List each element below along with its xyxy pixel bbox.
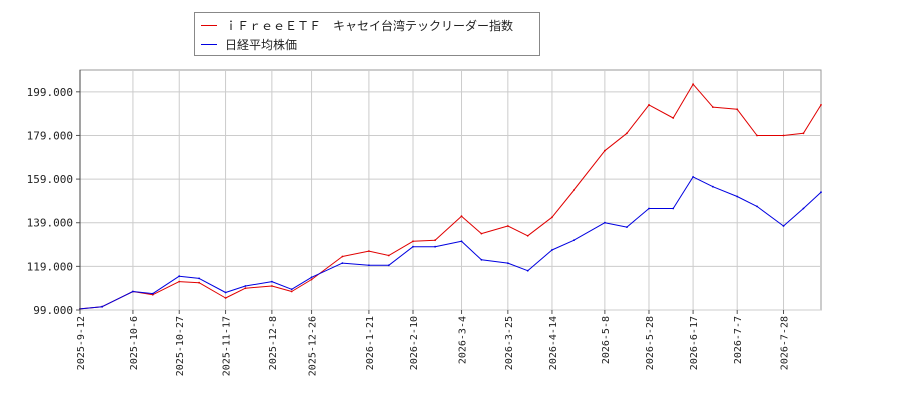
x-tick-label: 2025-11-17	[222, 316, 233, 376]
legend-entry-ifree-etf: ｉＦｒｅｅＥＴＦ キャセイ台湾テックリーダー指数	[201, 16, 513, 34]
series-1-point	[626, 226, 628, 229]
series-1-point	[712, 185, 714, 188]
series-1-point	[782, 225, 785, 227]
legend-swatch-red	[201, 24, 217, 26]
series-1-point	[526, 269, 529, 272]
series-1-point	[480, 258, 483, 261]
series-0-point	[368, 250, 370, 253]
x-tick-label: 2026-1-21	[365, 316, 376, 370]
y-tick-label: 199.000	[27, 86, 73, 99]
series-0-point	[526, 234, 529, 237]
series-0-point	[551, 216, 553, 219]
series-1-point	[151, 292, 154, 295]
series-1-point	[802, 207, 805, 210]
x-tick-label: 2026-6-17	[689, 316, 700, 370]
series-0-point	[290, 290, 293, 293]
series-0-point	[648, 104, 650, 106]
series-1-point	[820, 191, 822, 194]
series-0-point	[387, 254, 390, 257]
series-0-point	[604, 149, 606, 152]
plot-frame	[79, 69, 822, 311]
series-0-point	[480, 232, 483, 235]
series-0-point	[506, 225, 509, 227]
series-1-point	[101, 305, 103, 308]
x-tick-label: 2025-12-8	[268, 316, 279, 370]
legend: ｉＦｒｅｅＥＴＦ キャセイ台湾テックリーダー指数 日経平均株価	[194, 12, 540, 56]
x-tick-label: 2026-5-28	[645, 316, 656, 370]
series-0-point	[198, 281, 201, 284]
series-1-point	[736, 195, 739, 198]
series-1-point	[178, 275, 181, 278]
legend-label-nikkei: 日経平均株価	[225, 37, 298, 52]
series-0-point	[244, 287, 247, 290]
series-0-point	[782, 134, 785, 137]
y-tick-label: 119.000	[27, 260, 73, 273]
series-1-point	[551, 249, 553, 251]
x-tick-label: 2026-3-25	[504, 316, 515, 370]
y-tick-label: 159.000	[27, 173, 73, 186]
x-tick-label: 2025-9-12	[76, 316, 87, 370]
series-0-point	[626, 132, 628, 135]
series-1-point	[672, 207, 675, 210]
series-0-point	[802, 132, 805, 135]
series-0-point	[736, 108, 739, 111]
series-line-1	[79, 176, 822, 310]
series-1-point	[604, 221, 606, 224]
series-0-point	[712, 106, 714, 108]
series-1-point	[460, 240, 463, 243]
y-tick-label: 139.000	[27, 217, 73, 230]
series-1-point	[271, 280, 273, 283]
series-1-point	[692, 176, 694, 178]
axes: 99.000 119.000 139.000 159.000 179.000 199.00…	[27, 70, 791, 376]
series-1-point	[290, 288, 293, 291]
series-0-point	[271, 285, 273, 287]
legend-label-ifree-etf: ｉＦｒｅｅＥＴＦ キャセイ台湾テックリーダー指数	[225, 18, 514, 33]
series-1-point	[224, 291, 227, 294]
series-0-point	[178, 280, 181, 283]
series-0-point	[224, 297, 227, 299]
series-0-point	[820, 104, 822, 106]
x-tick-label: 2025-10-6	[129, 316, 140, 370]
series-1-point	[368, 264, 370, 267]
x-tick-label: 2026-2-10	[409, 316, 420, 370]
x-tick-label: 2026-7-28	[780, 316, 791, 370]
series-lines	[79, 83, 822, 310]
legend-entry-nikkei: 日経平均株価	[201, 35, 297, 53]
series-1-point	[573, 239, 575, 242]
y-tick-label: 99.000	[33, 304, 73, 317]
series-1-point	[132, 290, 134, 293]
series-1-point	[341, 262, 344, 264]
x-tick-label: 2026-4-14	[548, 316, 559, 370]
x-tick-label: 2026-3-4	[458, 316, 469, 364]
series-0-point	[573, 189, 575, 191]
series-1-point	[244, 285, 247, 287]
series-1-point	[387, 264, 390, 267]
series-line-0	[79, 83, 822, 310]
series-0-point	[412, 240, 414, 243]
series-0-point	[672, 117, 675, 119]
series-0-point	[460, 215, 463, 218]
legend-swatch-blue	[201, 43, 217, 45]
y-tick-label: 179.000	[27, 129, 73, 142]
series-0-point	[756, 134, 758, 137]
x-tick-label: 2026-7-7	[733, 316, 744, 364]
series-1-point	[434, 245, 436, 248]
series-1-point	[756, 205, 758, 208]
series-1-point	[506, 262, 509, 264]
series-0-point	[434, 239, 436, 242]
series-0-point	[692, 83, 694, 86]
grid	[79, 69, 822, 311]
series-0-point	[341, 255, 344, 258]
series-1-point	[198, 277, 201, 280]
series-0-point	[310, 278, 313, 281]
x-tick-label: 2026-5-8	[601, 316, 612, 364]
x-tick-label: 2025-10-27	[175, 316, 186, 376]
series-1-point	[648, 207, 650, 210]
x-tick-label: 2025-12-26	[308, 316, 319, 376]
series-1-point	[310, 276, 313, 279]
series-1-point	[412, 245, 414, 248]
